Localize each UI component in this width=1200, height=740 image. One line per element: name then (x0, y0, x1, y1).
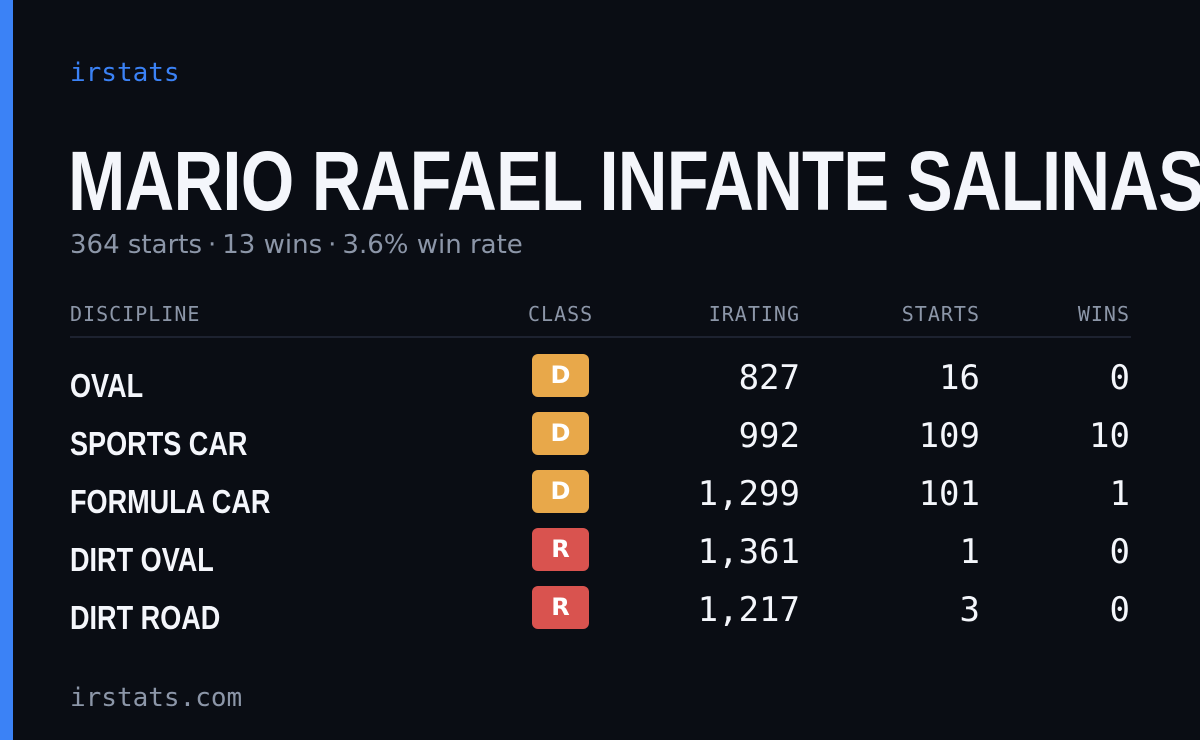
starts-value: 101 (918, 474, 980, 514)
wins-value: 10 (1089, 416, 1130, 456)
table-row: OVAL D 827 16 0 (70, 354, 1131, 412)
separator: · (328, 230, 337, 260)
header-wins: WINS (1077, 302, 1130, 326)
total-starts: 364 starts (70, 230, 202, 260)
irating-value: 1,299 (697, 474, 800, 514)
wins-value: 0 (1109, 532, 1130, 572)
wins-value: 0 (1109, 358, 1130, 398)
license-class-badge: D (532, 470, 589, 513)
license-class-badge: R (532, 528, 589, 571)
table-row: SPORTS CAR D 992 109 10 (70, 412, 1131, 470)
license-class-badge: D (532, 354, 589, 397)
discipline-name: FORMULA CAR (70, 483, 271, 520)
wins-value: 0 (1109, 590, 1130, 630)
discipline-name: OVAL (70, 367, 144, 404)
discipline-name: DIRT OVAL (70, 541, 214, 578)
irating-value: 1,361 (697, 532, 800, 572)
header-class: CLASS (528, 302, 594, 326)
header-discipline: DISCIPLINE (70, 302, 201, 326)
starts-value: 3 (959, 590, 980, 630)
accent-bar (0, 0, 13, 740)
starts-value: 16 (939, 358, 980, 398)
license-class-badge: D (532, 412, 589, 455)
wins-value: 1 (1109, 474, 1130, 514)
driver-name: MARIO RAFAEL INFANTE SALINAS (68, 134, 1200, 228)
driver-summary: 364 starts · 13 wins · 3.6% win rate (70, 228, 523, 262)
footer-url: irstats.com (70, 683, 243, 713)
separator: · (208, 230, 217, 260)
discipline-name: DIRT ROAD (70, 599, 221, 636)
irating-value: 1,217 (697, 590, 800, 630)
table-header: DISCIPLINE CLASS IRATING STARTS WINS (70, 298, 1131, 338)
win-rate: 3.6% win rate (342, 230, 523, 260)
header-starts: STARTS (901, 302, 980, 326)
license-class-badge: R (532, 586, 589, 629)
irating-value: 992 (738, 416, 800, 456)
table-row: FORMULA CAR D 1,299 101 1 (70, 470, 1131, 528)
discipline-name: SPORTS CAR (70, 425, 248, 462)
table-row: DIRT ROAD R 1,217 3 0 (70, 586, 1131, 644)
header-irating: IRATING (708, 302, 800, 326)
brand-logo-text: irstats (70, 58, 180, 88)
table-body: OVAL D 827 16 0 SPORTS CAR D 992 109 10 FORMULA CA… (70, 338, 1131, 644)
table-row: DIRT OVAL R 1,361 1 0 (70, 528, 1131, 586)
starts-value: 109 (918, 416, 980, 456)
total-wins: 13 wins (222, 230, 323, 260)
starts-value: 1 (959, 532, 980, 572)
irating-value: 827 (738, 358, 800, 398)
discipline-table: DISCIPLINE CLASS IRATING STARTS WINS OVA… (70, 298, 1131, 644)
